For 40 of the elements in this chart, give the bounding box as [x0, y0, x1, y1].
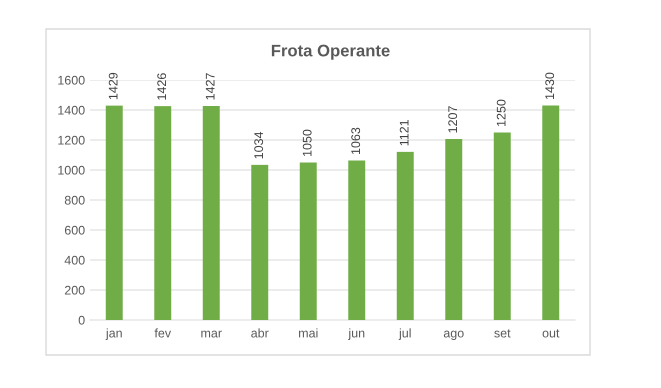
x-tick-label: set [494, 329, 510, 338]
x-tick-label: out [542, 329, 560, 338]
y-tick-label: 200 [64, 286, 85, 295]
data-label: 1429 [108, 72, 118, 100]
y-tick-label: 0 [78, 316, 85, 325]
x-tick-label: fev [154, 328, 172, 338]
x-tick-label: mar [201, 330, 222, 338]
bar [251, 164, 268, 320]
bar [202, 106, 220, 320]
y-tick-label: 400 [64, 256, 85, 265]
data-label: 1427 [206, 73, 214, 100]
bar [542, 106, 560, 320]
data-label: 1426 [157, 73, 166, 100]
bar [154, 106, 172, 320]
y-tick-label: 800 [64, 196, 85, 205]
y-tick-label: 1200 [58, 136, 85, 145]
y-tick-label: 1000 [58, 166, 85, 175]
bar [300, 162, 317, 320]
data-label: 1034 [254, 132, 264, 158]
x-tick-label: jul [398, 328, 411, 340]
bar [445, 138, 462, 320]
data-label: 1207 [448, 106, 458, 132]
data-label: 1250 [496, 100, 506, 126]
chart-title: Frota Operante [272, 44, 390, 60]
bar [348, 160, 366, 320]
y-tick-label: 1400 [58, 106, 85, 115]
data-label: 1050 [302, 130, 312, 156]
data-label: 1430 [545, 72, 554, 99]
y-tick-label: 600 [64, 226, 85, 235]
x-tick-label: jan [106, 328, 122, 340]
x-tick-label: mai [299, 328, 318, 338]
bar [494, 132, 511, 320]
y-tick-label: 1600 [58, 76, 85, 85]
x-tick-label: jun [348, 328, 364, 340]
bar [106, 106, 123, 320]
data-label: 1121 [400, 120, 408, 146]
x-tick-label: ago [444, 330, 464, 340]
x-tick-label: abr [251, 328, 269, 338]
data-label: 1063 [351, 128, 360, 154]
bar [396, 152, 414, 320]
